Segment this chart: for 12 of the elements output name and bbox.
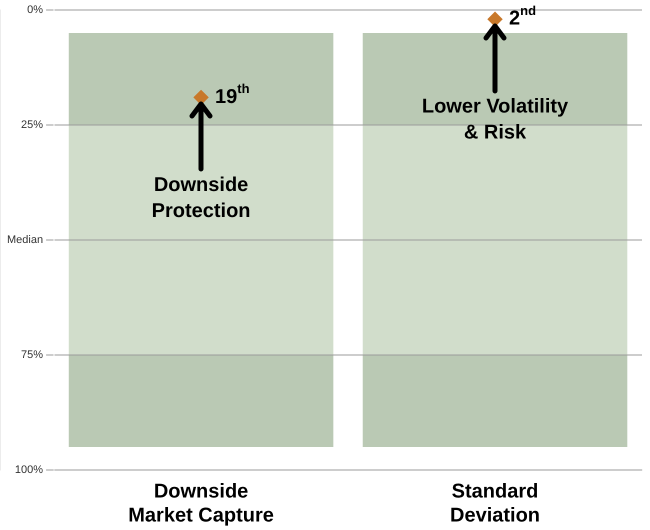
annotation: Downside Protection [152, 174, 251, 222]
y-tick-label: 0% [27, 4, 44, 16]
bar [362, 355, 628, 447]
y-tick-label: Median [7, 234, 44, 246]
x-tick-label: Downside Market Capture [128, 480, 274, 527]
y-tick-label: 25% [21, 119, 44, 132]
y-tick-label: 100% [14, 464, 44, 476]
bar [68, 33, 334, 125]
x-tick-label: Standard Deviation [450, 480, 540, 527]
bar [68, 355, 334, 447]
annotation: Lower Volatility & Risk [422, 96, 570, 144]
y-tick-label: 75% [21, 349, 44, 362]
